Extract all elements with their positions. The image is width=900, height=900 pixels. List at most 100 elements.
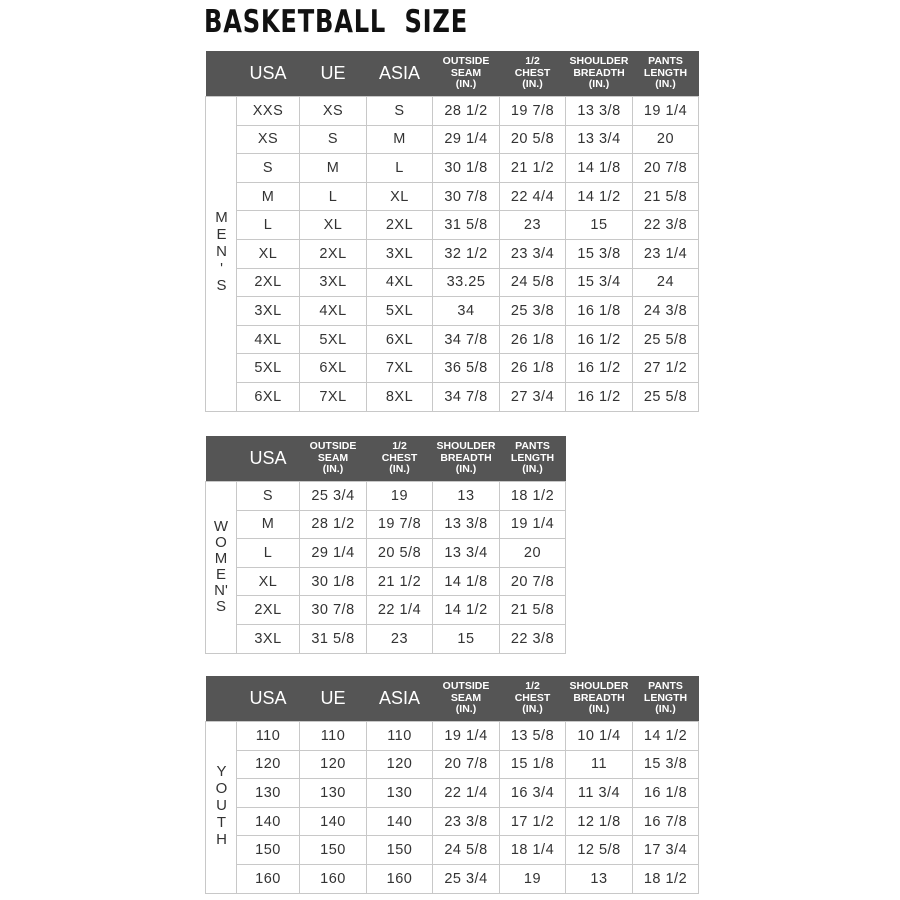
table-cell: XL bbox=[236, 238, 300, 269]
table-cell: 13 3/8 bbox=[565, 96, 633, 126]
column-header-line: BREADTH bbox=[573, 66, 625, 79]
column-header-line: (IN.) bbox=[588, 703, 610, 716]
column-header-line: ASIA bbox=[378, 63, 421, 83]
table-cell: 25 5/8 bbox=[632, 324, 699, 355]
table-cell: 23 bbox=[499, 210, 566, 240]
table-cell: 19 bbox=[499, 863, 566, 894]
column-header: UE bbox=[299, 676, 367, 722]
table-cell: 19 bbox=[366, 481, 433, 511]
table-cell: 21 5/8 bbox=[499, 595, 566, 625]
table-cell: 25 5/8 bbox=[632, 381, 699, 412]
column-header: 1/2 CHEST (IN.) bbox=[499, 51, 566, 97]
column-header-line: UE bbox=[320, 63, 346, 83]
column-header-line: PANTS bbox=[648, 55, 683, 68]
table-cell: 24 5/8 bbox=[499, 267, 566, 298]
table-cell: 120 bbox=[236, 749, 300, 780]
table-cell: 15 3/8 bbox=[632, 749, 699, 780]
table-cell: 32 1/2 bbox=[432, 238, 500, 269]
table-cell: 27 1/2 bbox=[632, 353, 699, 383]
side-label-cell: YOUTH bbox=[205, 721, 237, 894]
column-header-line: (IN.) bbox=[522, 78, 543, 91]
table-cell: 25 3/4 bbox=[299, 481, 367, 511]
column-header: SHOULDER BREADTH (IN.) bbox=[565, 676, 633, 722]
table-cell: 120 bbox=[366, 749, 433, 780]
column-header-line: LENGTH bbox=[643, 66, 688, 79]
table-cell: 23 3/4 bbox=[499, 238, 566, 269]
column-header: USA bbox=[236, 51, 300, 97]
table-cell: 15 bbox=[432, 623, 500, 654]
table-cell: 2XL bbox=[236, 267, 300, 298]
table-cell: XS bbox=[236, 124, 300, 155]
table-cell: 5XL bbox=[236, 353, 300, 383]
womens-size-table: USA OUTSIDE SEAM (IN.) 1/2 CHEST (IN.) SHOULDER… bbox=[205, 436, 566, 654]
table-cell: 12 5/8 bbox=[565, 835, 633, 865]
column-header-line: 1/2 bbox=[392, 440, 407, 453]
table-cell: 150 bbox=[236, 835, 300, 865]
table-cell: 3XL bbox=[236, 623, 300, 654]
table-cell: 11 3/4 bbox=[565, 778, 633, 808]
table-cell: 23 bbox=[366, 623, 433, 654]
table-cell: 15 3/8 bbox=[565, 238, 633, 269]
table-cell: 15 3/4 bbox=[565, 267, 633, 298]
table-cell: 29 1/4 bbox=[299, 538, 367, 568]
table-cell: 28 1/2 bbox=[299, 509, 367, 540]
table-cell: 26 1/8 bbox=[499, 324, 566, 355]
table-cell: 15 bbox=[565, 210, 633, 240]
column-header-line: USA bbox=[249, 688, 287, 708]
table-cell: 140 bbox=[236, 806, 300, 837]
column-header-line: SEAM bbox=[317, 451, 349, 464]
table-cell: 21 1/2 bbox=[499, 153, 566, 183]
table-cell: 14 1/2 bbox=[432, 595, 500, 625]
table-row: 160 160 160 25 3/4 19 13 18 1/2 bbox=[206, 863, 699, 894]
column-header: PANTS LENGTH (IN.) bbox=[632, 676, 699, 722]
table-cell: 6XL bbox=[299, 353, 367, 383]
table-cell: 20 5/8 bbox=[366, 538, 433, 568]
table-cell: 25 3/4 bbox=[432, 863, 500, 894]
table-cell: 22 3/8 bbox=[632, 210, 699, 240]
side-label-cell: MEN'S bbox=[205, 96, 237, 412]
column-header-line: 1/2 bbox=[525, 680, 540, 693]
table-cell: 20 bbox=[632, 124, 699, 155]
table-cell: 23 3/8 bbox=[432, 806, 500, 837]
table-cell: 8XL bbox=[366, 381, 433, 412]
column-header-line: SEAM bbox=[450, 66, 482, 79]
column-header-line: PANTS bbox=[515, 440, 550, 453]
table-cell: L bbox=[299, 181, 367, 212]
table-row: 3XL 31 5/8 23 15 22 3/8 bbox=[206, 623, 566, 654]
column-header-line: (IN.) bbox=[655, 78, 676, 91]
table-cell: S bbox=[236, 153, 300, 183]
table-cell: S bbox=[366, 96, 433, 126]
table-cell: 3XL bbox=[236, 296, 300, 326]
table-row: 4XL 5XL 6XL 34 7/8 26 1/8 16 1/2 25 5/8 bbox=[206, 324, 699, 355]
page-title: BASKETBALL SIZE bbox=[204, 4, 469, 40]
column-header: PANTS LENGTH (IN.) bbox=[632, 51, 699, 97]
column-header: 1/2 CHEST (IN.) bbox=[366, 436, 433, 482]
side-label-letter: E bbox=[215, 566, 226, 584]
table-cell: M bbox=[236, 509, 300, 540]
table-cell: 150 bbox=[299, 835, 367, 865]
table-cell: 19 7/8 bbox=[499, 96, 566, 126]
table-cell: 16 1/2 bbox=[565, 353, 633, 383]
table-row: 120 120 120 20 7/8 15 1/8 11 15 3/8 bbox=[206, 749, 699, 780]
column-header-line: UE bbox=[320, 688, 346, 708]
column-header-line: (IN.) bbox=[455, 703, 477, 716]
table-cell: 6XL bbox=[366, 324, 433, 355]
header-row: USA UE ASIA OUTSIDE SEAM (IN.) 1/2 CHEST (IN.) SH… bbox=[205, 676, 699, 722]
table-row: 3XL 4XL 5XL 34 25 3/8 16 1/8 24 3/8 bbox=[206, 296, 699, 326]
column-header: PANTS LENGTH (IN.) bbox=[499, 436, 566, 482]
column-header-line: OUTSIDE bbox=[442, 680, 490, 693]
column-header-line: PANTS bbox=[648, 680, 683, 693]
table-cell: 16 7/8 bbox=[632, 806, 699, 837]
column-header-line: (IN.) bbox=[322, 463, 344, 476]
side-label-letter: S bbox=[215, 598, 226, 616]
table-cell: L bbox=[366, 153, 433, 183]
column-header: 1/2 CHEST (IN.) bbox=[499, 676, 566, 722]
table-cell: 17 1/2 bbox=[499, 806, 566, 837]
table-cell: 20 5/8 bbox=[499, 124, 566, 155]
table-row: M 28 1/2 19 7/8 13 3/8 19 1/4 bbox=[206, 509, 566, 540]
table-cell: 150 bbox=[366, 835, 433, 865]
column-header-line: CHEST bbox=[514, 691, 551, 704]
table-cell: 28 1/2 bbox=[432, 96, 500, 126]
table-cell: 31 5/8 bbox=[432, 210, 500, 240]
table-cell: 14 1/8 bbox=[565, 153, 633, 183]
